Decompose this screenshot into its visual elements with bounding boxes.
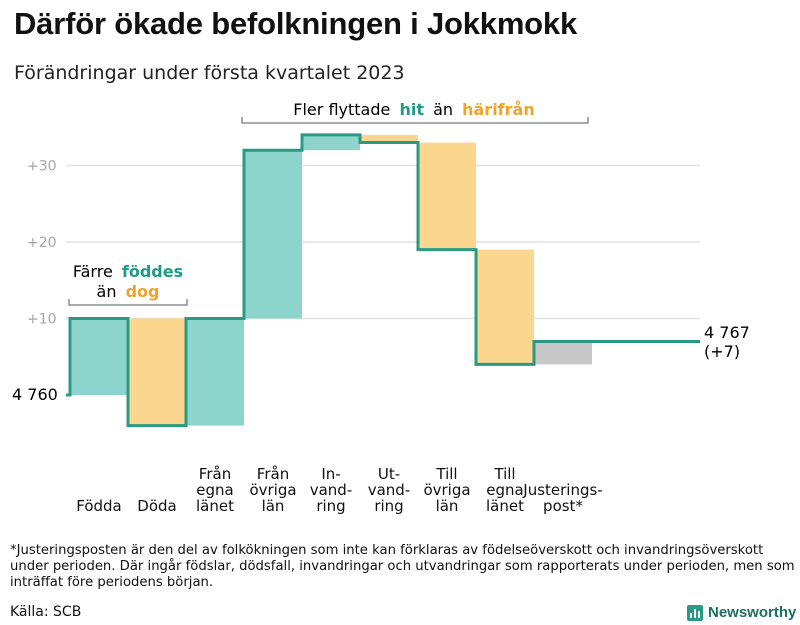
category-label: egna — [486, 481, 523, 499]
waterfall-bar — [244, 150, 302, 319]
waterfall-bar — [534, 341, 592, 365]
migration-annotation: Fler flyttade hit än härifrån — [293, 100, 534, 119]
waterfall-bar — [360, 134, 418, 143]
y-tick-label: +20 — [27, 235, 57, 251]
category-label: övriga — [423, 481, 470, 499]
category-label: ring — [374, 497, 403, 515]
source-label: Källa: SCB — [10, 604, 82, 620]
category-label: vand- — [368, 481, 411, 499]
category-label: Födda — [76, 497, 122, 515]
category-label: Från — [199, 465, 231, 483]
category-label: län — [436, 497, 459, 515]
y-tick-label: +30 — [27, 159, 57, 175]
brand-name: Newsworthy — [708, 604, 797, 621]
category-label: Ut- — [378, 465, 400, 483]
category-label: övriga — [249, 481, 296, 499]
category-label: Från — [257, 465, 289, 483]
bar-chart-icon — [687, 604, 703, 621]
footnote: *Justeringsposten är den del av folkökni… — [10, 543, 795, 590]
baseline-value-label: 4 760 — [12, 385, 58, 404]
category-label: länet — [486, 497, 524, 515]
waterfall-bar — [128, 318, 186, 426]
category-label: ring — [316, 497, 345, 515]
end-value-label: 4 767 — [704, 323, 750, 342]
newsworthy-logo: Newsworthy — [687, 604, 796, 621]
waterfall-bar — [418, 142, 476, 250]
category-label: Justerings- — [522, 481, 602, 499]
births-annotation-bracket — [68, 299, 188, 306]
category-label: län — [262, 497, 285, 515]
category-label: Döda — [137, 497, 176, 515]
category-label: Till — [493, 465, 515, 483]
chart-title: Därför ökade befolkningen i Jokkmokk — [14, 6, 578, 41]
births-annotation-line2: än dog — [97, 282, 160, 301]
births-annotation-line1: Färre föddes — [73, 262, 183, 281]
category-label: vand- — [310, 481, 353, 499]
cumulative-line — [66, 133, 700, 428]
category-label: Till — [435, 465, 457, 483]
waterfall-bar — [70, 318, 128, 395]
chart-subtitle: Förändringar under första kvartalet 2023 — [14, 62, 405, 84]
category-label: In- — [321, 465, 340, 483]
waterfall-bar — [302, 134, 360, 151]
end-change-label: (+7) — [704, 342, 740, 361]
migration-annotation-bracket — [241, 117, 589, 124]
waterfall-bar — [186, 318, 244, 426]
waterfall-chart: +10+20+30 Födda DödaFrånegnalänetFrånövri… — [12, 100, 750, 515]
category-label: egna — [196, 481, 233, 499]
category-label: länet — [196, 497, 234, 515]
waterfall-bar — [476, 249, 534, 365]
y-tick-label: +10 — [27, 312, 57, 328]
category-label: post* — [543, 497, 583, 515]
